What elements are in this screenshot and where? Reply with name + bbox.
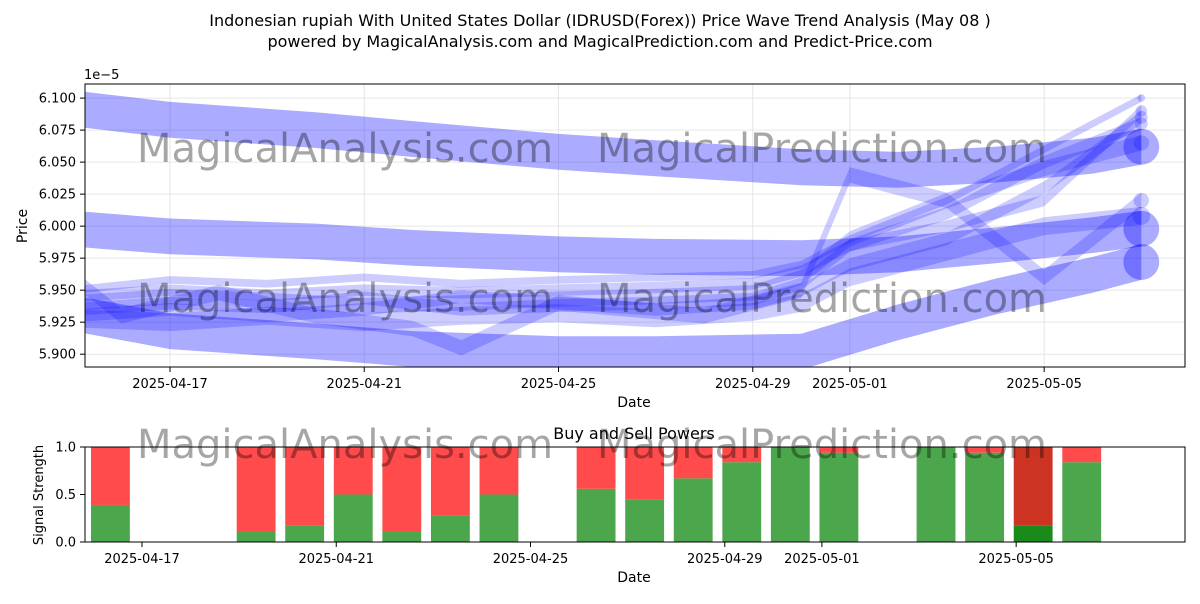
sell-bar <box>965 447 1005 453</box>
top-y-tick-label: 5.900 <box>39 348 76 363</box>
wave-band-end-1 <box>1123 128 1160 165</box>
top-y-tick-label: 6.075 <box>39 124 76 139</box>
top-plot-frame <box>84 83 1186 368</box>
buy-bar <box>333 494 373 542</box>
top-y-tick-label: 6.025 <box>39 188 76 203</box>
bottom-x-tick-label: 2025-05-05 <box>978 552 1054 567</box>
bottom-x-tick-label: 2025-05-01 <box>784 552 860 567</box>
watermark-bottom-right: MagicalPrediction.com <box>597 422 1047 468</box>
sell-bar <box>673 447 713 479</box>
buy-bar <box>819 452 859 542</box>
buy-bar <box>673 478 713 542</box>
top-y-axis-label: Price <box>15 209 31 243</box>
top-y-tick-label: 5.925 <box>39 316 76 331</box>
top-x-axis-label: Date <box>617 395 650 411</box>
buy-bar <box>430 515 470 542</box>
top-x-tick-label: 2025-05-05 <box>1006 377 1082 392</box>
wave-band-end-2 <box>1123 210 1160 247</box>
bottom-y-tick-label: 0.0 <box>55 536 76 551</box>
buy-bar <box>625 499 665 542</box>
sell-bar <box>819 447 859 453</box>
bottom-chart-title: Buy and Sell Powers <box>553 424 715 443</box>
bottom-x-tick-label: 2025-04-29 <box>687 552 763 567</box>
sell-bar <box>333 447 373 495</box>
buy-bar <box>576 488 616 542</box>
top-x-tick-label: 2025-04-21 <box>326 377 402 392</box>
wave-band-end-9 <box>1132 206 1151 225</box>
watermark-top-right: MagicalPrediction.com <box>597 126 1047 172</box>
watermark-mid-right: MagicalPrediction.com <box>597 276 1047 322</box>
buy-bar <box>382 531 422 542</box>
bottom-y-tick-label: 0.5 <box>55 488 76 503</box>
wave-band-end-4 <box>1133 135 1149 151</box>
buy-bar <box>916 447 956 542</box>
sell-bar <box>722 447 762 463</box>
wave-band-end-7 <box>1133 192 1149 209</box>
wave-band-9 <box>85 206 1142 332</box>
bottom-y-axis-label: Signal Strength <box>32 445 47 545</box>
buy-bar <box>965 452 1005 542</box>
sell-bar <box>1013 447 1053 526</box>
wave-band-5 <box>85 117 1142 316</box>
buy-bar <box>236 531 276 542</box>
bottom-y-axis: 0.0 0.5 1.0 <box>55 441 85 551</box>
bottom-x-tick-label: 2025-04-21 <box>298 552 374 567</box>
sell-bar <box>236 447 276 532</box>
wave-band-end-5 <box>1134 117 1148 131</box>
buy-bar <box>722 462 762 542</box>
y-offset-label: 1e−5 <box>84 68 119 83</box>
sell-bar <box>90 447 130 505</box>
bottom-x-tick-label: 2025-04-25 <box>493 552 569 567</box>
bottom-x-axis-label: Date <box>617 570 650 586</box>
top-x-tick-label: 2025-04-17 <box>132 377 208 392</box>
buy-sell-power-chart: Buy and Sell Powers MagicalAnalysis.com … <box>32 422 1186 586</box>
bottom-y-tick-label: 1.0 <box>55 441 76 456</box>
top-y-tick-label: 6.000 <box>39 220 76 235</box>
buy-bar <box>285 525 325 542</box>
chart-title-line1: Indonesian rupiah With United States Dol… <box>209 11 990 30</box>
top-x-axis: 2025-04-17 2025-04-21 2025-04-25 2025-04-29… <box>132 367 1082 392</box>
watermark-top-left: MagicalAnalysis.com <box>137 126 553 172</box>
top-x-tick-label: 2025-05-01 <box>812 377 888 392</box>
sell-bar <box>430 447 470 516</box>
sell-bar <box>576 447 616 489</box>
top-y-tick-label: 6.100 <box>39 92 76 107</box>
top-y-tick-label: 5.975 <box>39 252 76 267</box>
sell-bar <box>625 447 665 500</box>
sell-bar <box>382 447 422 532</box>
top-grid <box>85 84 1185 367</box>
price-wave-chart: MagicalAnalysis.com MagicalPrediction.co… <box>15 68 1186 411</box>
wave-band-end-3 <box>1123 244 1160 280</box>
top-x-tick-label: 2025-04-25 <box>521 377 597 392</box>
sell-bar <box>479 447 519 495</box>
wave-band-end-6 <box>1134 110 1148 124</box>
top-x-tick-label: 2025-04-29 <box>715 377 791 392</box>
wave-band-4 <box>85 135 1142 314</box>
top-plot-background <box>85 84 1185 367</box>
top-y-tick-label: 5.950 <box>39 284 76 299</box>
buy-bar <box>770 447 810 542</box>
wave-band-2 <box>85 210 1142 277</box>
wave-band-end-8 <box>1135 105 1148 117</box>
price-wave-bands <box>85 91 1160 367</box>
top-y-axis: 5.900 5.925 5.950 5.975 6.000 6.025 6.050 6.075… <box>39 92 85 363</box>
sell-bar <box>285 447 325 526</box>
top-y-tick-label: 6.050 <box>39 156 76 171</box>
buy-bar <box>1062 462 1102 542</box>
buy-sell-bars <box>90 447 1102 542</box>
buy-bar <box>90 504 130 542</box>
wave-band-1 <box>85 91 1142 188</box>
buy-bar <box>479 494 519 542</box>
watermark-mid-left: MagicalAnalysis.com <box>137 276 553 322</box>
watermark-bottom-left: MagicalAnalysis.com <box>137 422 553 468</box>
wave-band-end-10 <box>1137 94 1146 102</box>
wave-band-3 <box>85 244 1142 367</box>
buy-bar <box>1013 525 1053 542</box>
sell-bar <box>1062 447 1102 463</box>
bottom-x-axis: 2025-04-17 2025-04-21 2025-04-25 2025-04-29… <box>104 542 1054 567</box>
bottom-x-tick-label: 2025-04-17 <box>104 552 180 567</box>
chart-title-line2: powered by MagicalAnalysis.com and Magic… <box>267 32 932 51</box>
